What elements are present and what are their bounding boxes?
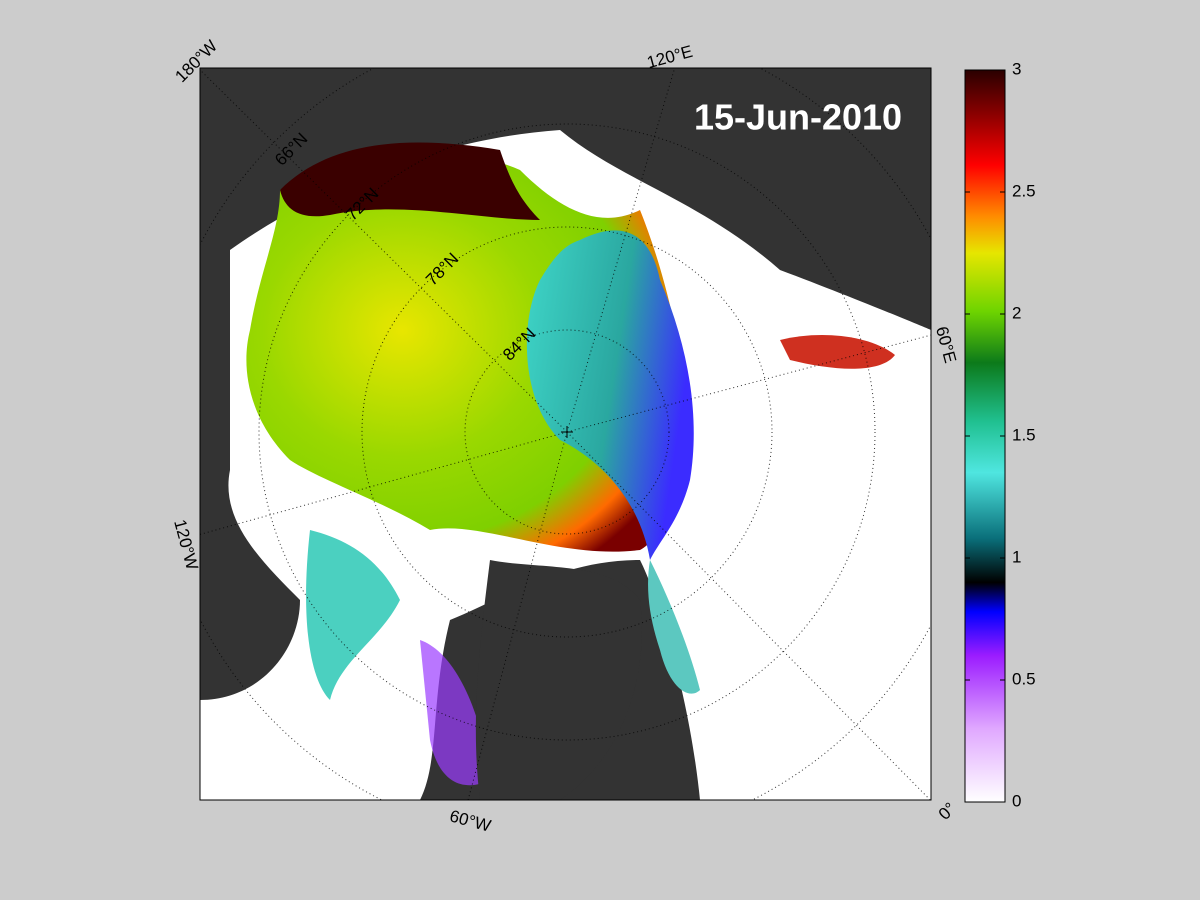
- colorbar-tick-label: 2: [1012, 303, 1021, 322]
- greenland: [475, 560, 642, 800]
- ice-patch: [648, 560, 700, 694]
- colorbar: [964, 69, 1006, 803]
- colorbar-tick-label: 3: [1012, 59, 1021, 78]
- colorbar-tick-label: 0.5: [1012, 669, 1036, 688]
- lon-label: 0°: [935, 799, 960, 824]
- map-frame: [199, 67, 932, 801]
- colorbar-ticks: 0 0.5 1 1.5 2 2.5 3: [965, 59, 1036, 810]
- ice-patch: [306, 530, 400, 700]
- colorbar-tick-label: 1: [1012, 547, 1021, 566]
- lon-label: 60°W: [448, 806, 493, 835]
- lon-label: 60°E: [932, 324, 960, 365]
- thick-ice-edge: [280, 142, 540, 220]
- map: [200, 68, 931, 800]
- colorbar-tick-label: 1.5: [1012, 425, 1036, 444]
- graticule: [200, 68, 931, 800]
- colorbar-tick-label: 2.5: [1012, 181, 1036, 200]
- ice-patch: [780, 335, 895, 369]
- ice-patch: [420, 640, 490, 786]
- map-title: 15-Jun-2010: [694, 97, 902, 138]
- lon-label: 120°W: [170, 518, 202, 572]
- colorbar-tick-label: 0: [1012, 791, 1021, 810]
- thin-ice: [526, 230, 694, 561]
